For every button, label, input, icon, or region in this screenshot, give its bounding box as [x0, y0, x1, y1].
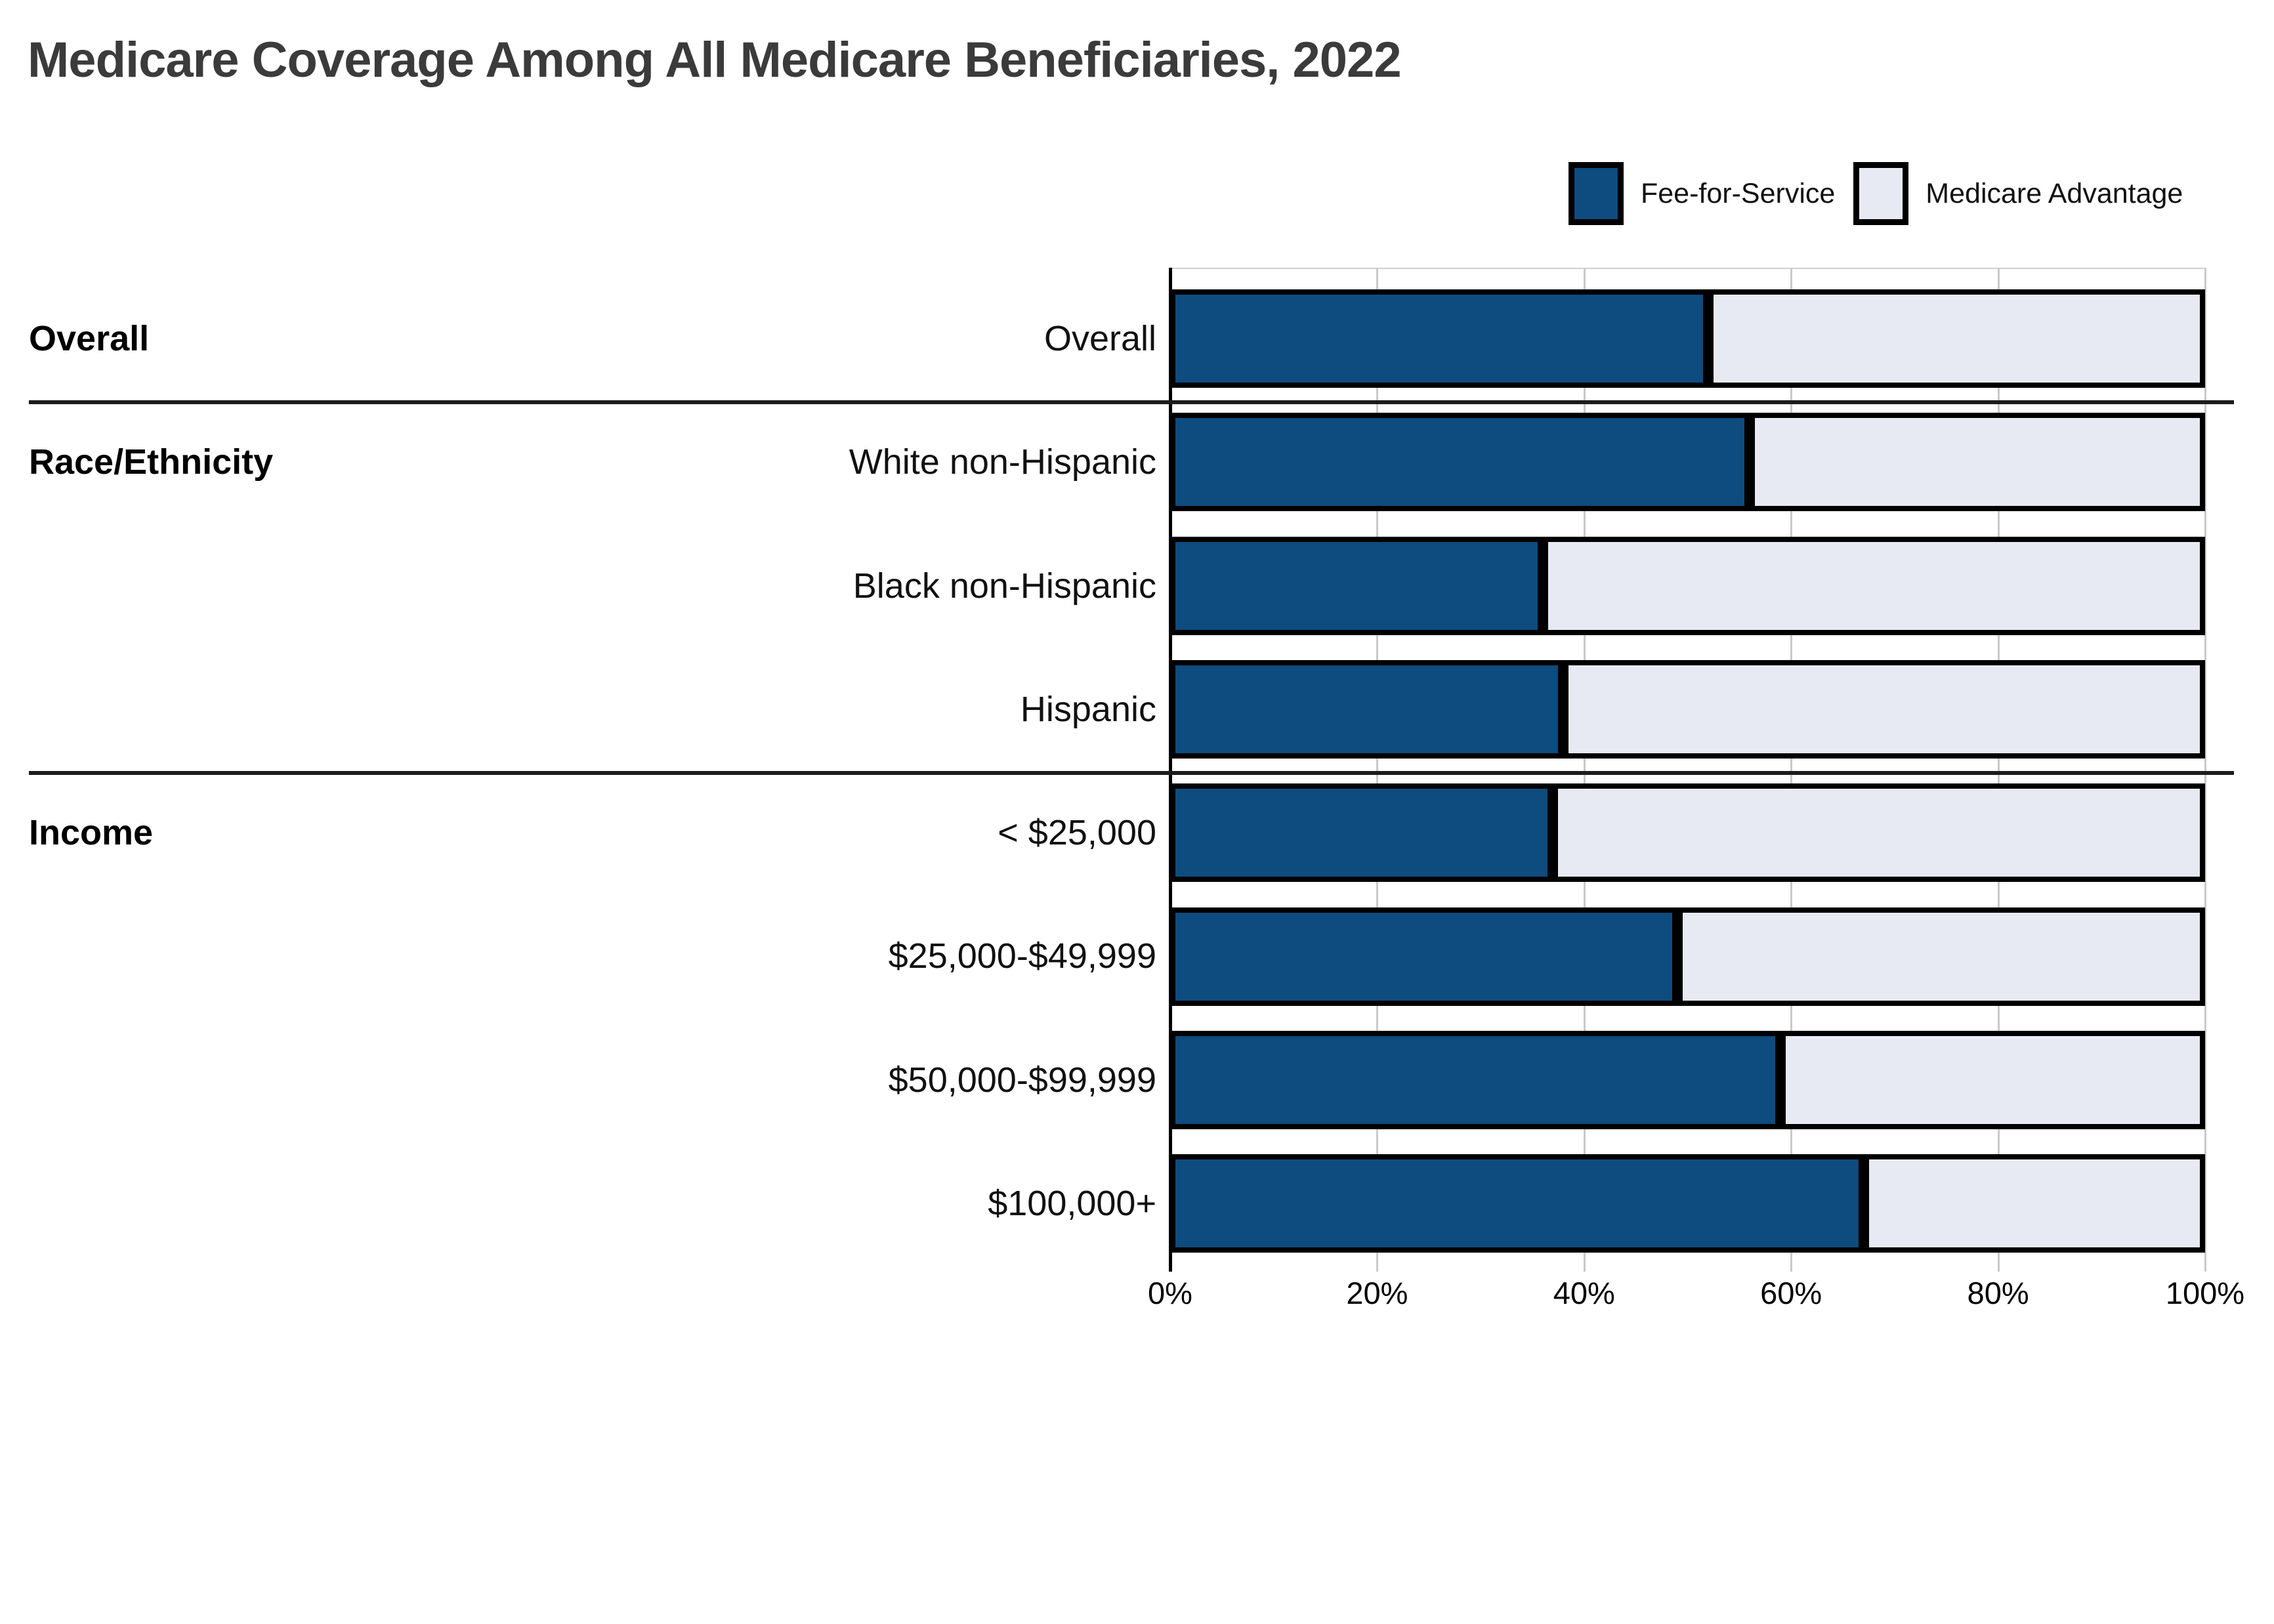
fee-for-service-segment — [1170, 907, 1677, 1006]
gridline-60 — [1790, 268, 1793, 1272]
gridline-40 — [1583, 268, 1586, 1272]
legend: Fee-for-Service Medicare Advantage — [1569, 157, 2183, 230]
section-divider — [29, 400, 2234, 404]
x-tick-label: 20% — [1346, 1276, 1408, 1310]
row-label: $50,000-$99,999 — [888, 1060, 1156, 1100]
bar-row-2 — [1170, 413, 2205, 512]
bar-row-4 — [1170, 659, 2205, 759]
fee-for-service-segment — [1170, 1030, 1781, 1129]
row-label: < $25,000 — [998, 813, 1156, 853]
legend-label: Fee-for-Service — [1641, 177, 1836, 209]
legend-item-medicare-advantage: Medicare Advantage — [1853, 162, 2183, 225]
bar-row-5 — [1170, 783, 2205, 883]
bar-row-3 — [1170, 536, 2205, 635]
x-tick-label: 40% — [1553, 1276, 1615, 1310]
legend-item-fee-for-service: Fee-for-Service — [1569, 162, 1835, 225]
fee-for-service-segment — [1170, 289, 1709, 388]
x-tick-label: 0% — [1148, 1276, 1192, 1310]
x-tick-label: 100% — [2165, 1276, 2245, 1310]
gridline-80 — [1997, 268, 2000, 1272]
bar-row-7 — [1170, 1030, 2205, 1129]
medicare-advantage-segment — [1542, 536, 2205, 635]
fee-for-service-segment — [1170, 536, 1543, 635]
medicare-advantage-swatch-icon — [1853, 162, 1909, 225]
y-axis-line — [1169, 268, 1172, 1272]
row-label: Hispanic — [1020, 689, 1156, 729]
plot-top-border — [1170, 268, 2205, 269]
row-label: $25,000-$49,999 — [888, 936, 1156, 976]
row-label: White non-Hispanic — [849, 442, 1156, 482]
medicare-advantage-segment — [1863, 1154, 2205, 1253]
fee-for-service-segment — [1170, 659, 1564, 759]
bar-row-6 — [1170, 907, 2205, 1006]
fee-for-service-segment — [1170, 783, 1553, 883]
gridline-100 — [2204, 268, 2206, 1272]
legend-label: Medicare Advantage — [1926, 177, 2183, 209]
group-label-income: Income — [29, 813, 154, 853]
x-tick-label: 60% — [1760, 1276, 1822, 1310]
medicare-advantage-segment — [1677, 907, 2205, 1006]
medicare-advantage-segment — [1563, 659, 2205, 759]
chart-title: Medicare Coverage Among All Medicare Ben… — [28, 32, 1402, 88]
group-label-overall: Overall — [29, 318, 150, 358]
x-tick-label: 80% — [1967, 1276, 2029, 1310]
fee-for-service-swatch-icon — [1569, 162, 1624, 225]
group-label-race-ethnicity: Race/Ethnicity — [29, 442, 274, 482]
fee-for-service-segment — [1170, 1154, 1864, 1253]
medicare-advantage-segment — [1553, 783, 2205, 883]
medicare-advantage-segment — [1780, 1030, 2205, 1129]
section-divider — [29, 771, 2234, 775]
row-label: Overall — [1043, 318, 1156, 358]
bar-row-1 — [1170, 289, 2205, 388]
bar-row-8 — [1170, 1154, 2205, 1253]
row-label: Black non-Hispanic — [853, 566, 1156, 606]
medicare-advantage-segment — [1708, 289, 2205, 388]
row-label: $100,000+ — [988, 1184, 1156, 1224]
medicare-advantage-segment — [1750, 413, 2205, 512]
gridline-20 — [1376, 268, 1379, 1272]
fee-for-service-segment — [1170, 413, 1750, 512]
